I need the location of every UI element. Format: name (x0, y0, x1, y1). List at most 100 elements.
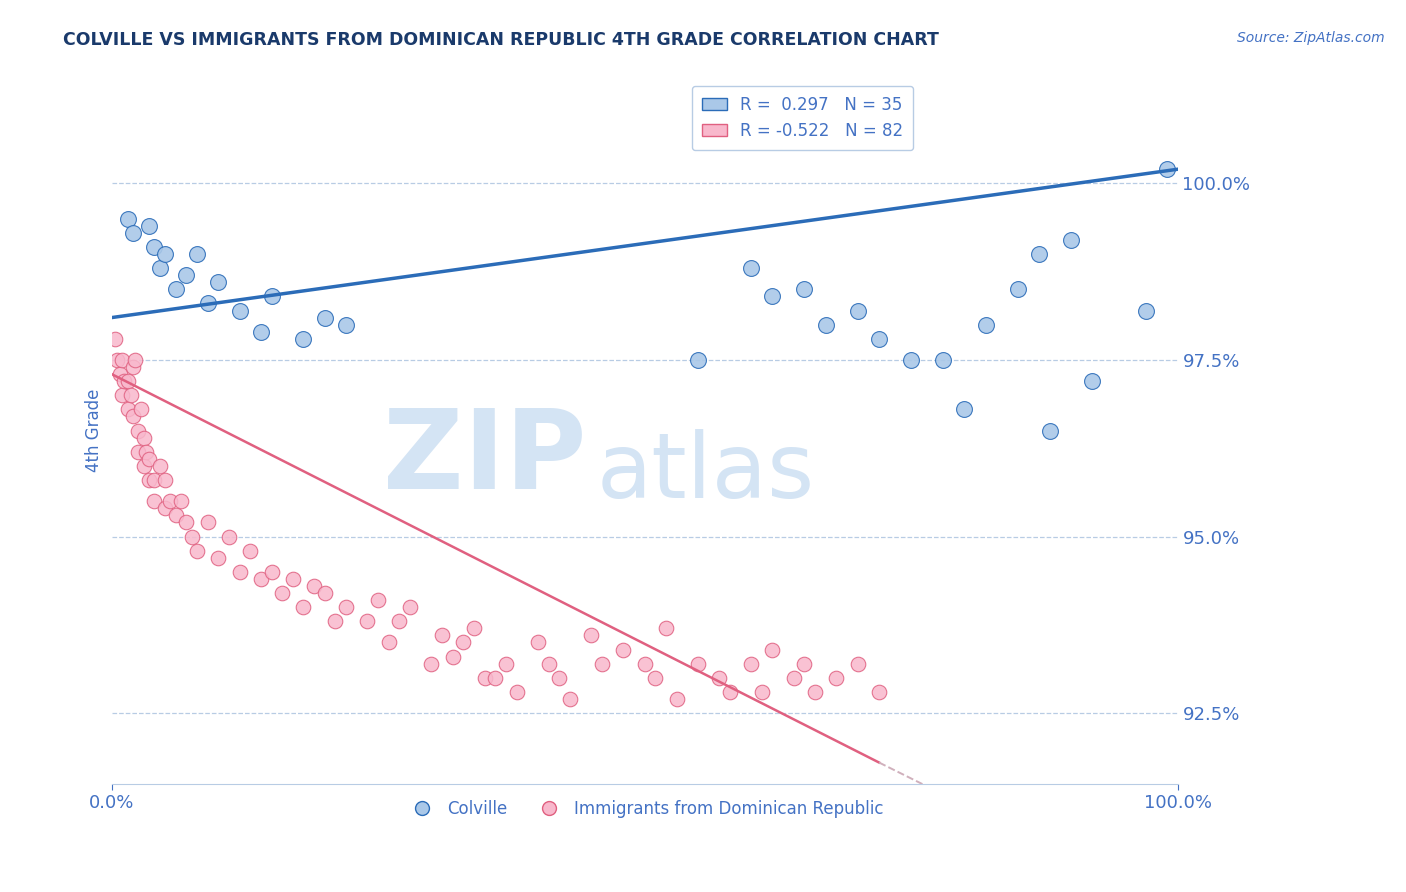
Point (117, 402, 139, 417)
Point (138, 473, 160, 487)
Point (153, 501, 176, 516)
Point (751, 685, 773, 699)
Point (430, 628, 453, 642)
Point (484, 671, 506, 685)
Point (900, 353, 922, 368)
Point (761, 642, 783, 657)
Point (453, 635, 475, 649)
Point (463, 621, 485, 635)
Point (846, 303, 869, 318)
Point (112, 374, 135, 388)
Point (271, 586, 294, 600)
Point (686, 353, 709, 368)
Point (581, 628, 603, 642)
Point (108, 367, 131, 381)
Point (1156, 162, 1178, 177)
Point (207, 275, 229, 289)
Point (740, 261, 762, 276)
Point (356, 615, 378, 629)
Point (314, 586, 336, 600)
Point (170, 494, 193, 508)
Point (143, 494, 166, 508)
Point (174, 516, 197, 530)
Point (120, 388, 142, 402)
Point (138, 219, 160, 233)
Point (127, 424, 149, 438)
Point (149, 261, 172, 276)
Point (718, 685, 741, 699)
Point (180, 529, 202, 543)
Point (292, 332, 315, 346)
Point (633, 657, 655, 671)
Point (825, 671, 848, 685)
Point (1081, 374, 1104, 388)
Point (117, 374, 139, 388)
Point (165, 508, 187, 523)
Point (1007, 282, 1029, 296)
Point (186, 543, 208, 558)
Point (122, 409, 145, 424)
Point (111, 388, 134, 402)
Point (612, 642, 634, 657)
Point (135, 444, 157, 458)
Point (932, 353, 955, 368)
Point (165, 282, 187, 296)
Point (197, 296, 219, 310)
Point (127, 444, 149, 458)
Point (335, 600, 357, 615)
Point (132, 458, 155, 473)
Point (537, 657, 560, 671)
Point (378, 635, 401, 649)
Point (495, 657, 517, 671)
Point (868, 332, 890, 346)
Point (420, 657, 443, 671)
Point (474, 671, 496, 685)
Point (1135, 303, 1157, 318)
Point (868, 685, 890, 699)
Point (974, 318, 997, 332)
Point (153, 247, 176, 261)
Point (159, 494, 181, 508)
Point (132, 431, 155, 445)
Point (783, 671, 806, 685)
Point (1039, 424, 1062, 438)
Point (793, 282, 815, 296)
Point (131, 402, 153, 417)
Point (686, 657, 709, 671)
Point (814, 318, 837, 332)
Point (124, 353, 146, 368)
Point (548, 671, 571, 685)
Point (1060, 233, 1083, 247)
Text: Source: ZipAtlas.com: Source: ZipAtlas.com (1237, 31, 1385, 45)
Point (186, 247, 208, 261)
Point (250, 572, 273, 586)
Point (441, 649, 464, 664)
Point (1028, 247, 1050, 261)
Point (143, 473, 166, 487)
Point (665, 692, 688, 706)
Point (122, 226, 145, 240)
Point (399, 600, 422, 615)
Point (117, 211, 139, 226)
Point (292, 600, 315, 615)
Point (207, 550, 229, 565)
Point (260, 565, 283, 579)
Point (111, 353, 134, 368)
Point (846, 657, 869, 671)
Point (761, 289, 783, 303)
Point (197, 516, 219, 530)
Point (740, 657, 762, 671)
Point (174, 268, 197, 283)
Point (228, 303, 250, 318)
Point (709, 671, 731, 685)
Point (302, 579, 325, 593)
Text: COLVILLE VS IMMIGRANTS FROM DOMINICAN REPUBLIC 4TH GRADE CORRELATION CHART: COLVILLE VS IMMIGRANTS FROM DOMINICAN RE… (63, 31, 939, 49)
Point (335, 318, 357, 332)
Point (153, 473, 176, 487)
Point (260, 289, 283, 303)
Point (644, 671, 666, 685)
Point (655, 621, 678, 635)
Point (388, 615, 411, 629)
Point (239, 543, 262, 558)
Point (105, 353, 128, 368)
